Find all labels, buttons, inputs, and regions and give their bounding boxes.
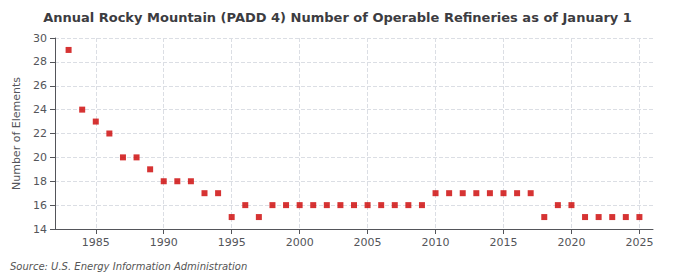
svg-text:1985: 1985 [82, 236, 110, 249]
svg-text:30: 30 [33, 32, 47, 45]
svg-text:1990: 1990 [150, 236, 178, 249]
svg-text:Number of Elements: Number of Elements [10, 77, 23, 190]
svg-text:2025: 2025 [625, 236, 653, 249]
svg-text:Source: U.S. Energy Informatio: Source: U.S. Energy Information Administ… [10, 261, 247, 272]
svg-text:20: 20 [33, 151, 47, 164]
svg-text:22: 22 [33, 127, 47, 140]
svg-text:2000: 2000 [286, 236, 314, 249]
svg-text:28: 28 [33, 55, 47, 68]
svg-text:2020: 2020 [557, 236, 585, 249]
svg-text:24: 24 [33, 103, 47, 116]
svg-text:2005: 2005 [354, 236, 382, 249]
svg-text:2010: 2010 [422, 236, 450, 249]
svg-text:16: 16 [33, 199, 47, 212]
svg-text:Annual Rocky Mountain (PADD 4): Annual Rocky Mountain (PADD 4) Number of… [43, 10, 632, 25]
svg-text:14: 14 [33, 223, 47, 236]
svg-text:26: 26 [33, 79, 47, 92]
svg-text:1995: 1995 [218, 236, 246, 249]
svg-text:2015: 2015 [490, 236, 518, 249]
svg-text:18: 18 [33, 175, 47, 188]
